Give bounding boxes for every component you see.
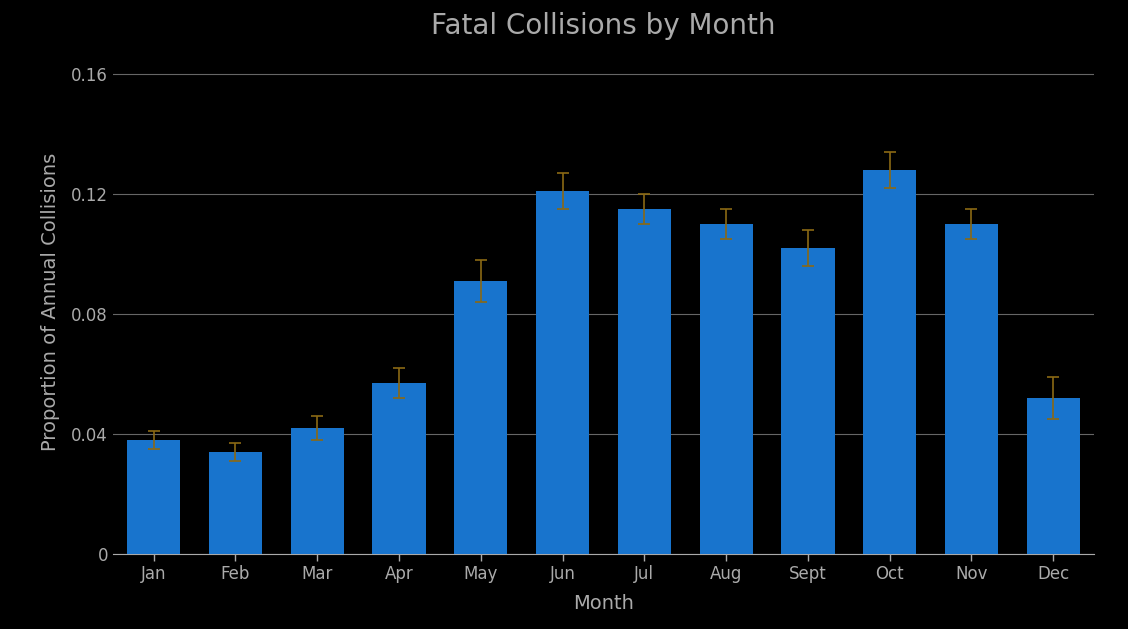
X-axis label: Month: Month [573,594,634,613]
Bar [863,170,916,554]
Bar [782,248,835,554]
Bar [127,440,180,554]
Bar [699,224,752,554]
Bar [945,224,998,554]
Bar [372,383,425,554]
Bar [536,191,589,554]
Bar [618,209,671,554]
Bar [1026,398,1079,554]
Y-axis label: Proportion of Annual Collisions: Proportion of Annual Collisions [41,153,60,451]
Title: Fatal Collisions by Month: Fatal Collisions by Month [431,12,776,40]
Bar [291,428,344,554]
Bar [209,452,262,554]
Bar [455,281,508,554]
